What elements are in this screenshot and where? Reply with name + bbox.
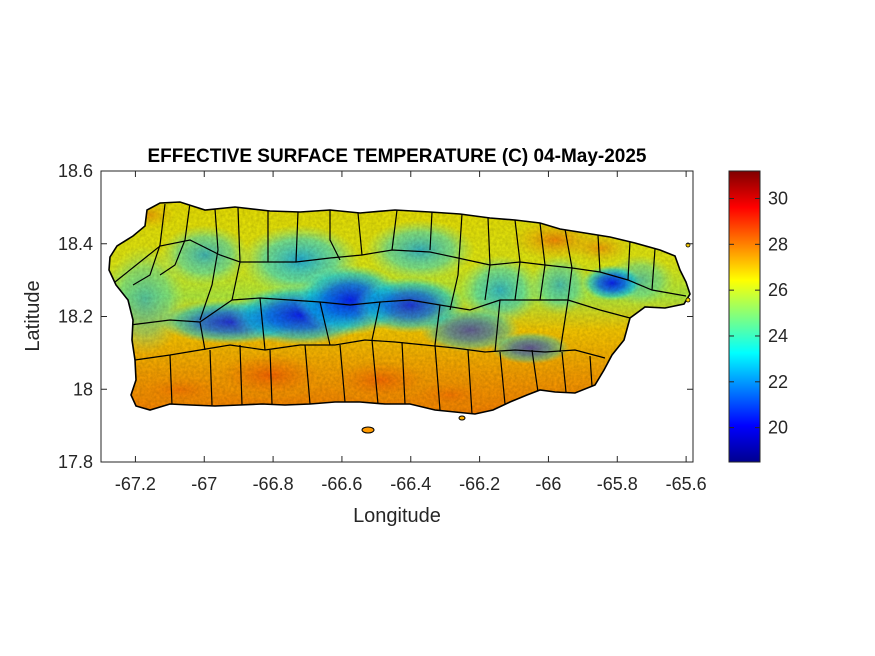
x-tick-label: -65.8 <box>597 474 638 494</box>
x-tick-label: -66.6 <box>321 474 362 494</box>
y-axis-label: Latitude <box>22 280 44 351</box>
x-tick-label: -66.4 <box>390 474 431 494</box>
x-tick-label: -66.8 <box>253 474 294 494</box>
colorbar-gradient <box>728 170 761 463</box>
colorbar-tick-label: 20 <box>768 418 788 438</box>
y-axis: 17.8 18 18.2 18.4 18.6 <box>58 161 693 472</box>
colorbar-tick-label: 24 <box>768 326 788 346</box>
colorbar-tick-label: 28 <box>768 234 788 254</box>
x-tick-label: -65.6 <box>666 474 707 494</box>
colorbar-tick-label: 22 <box>768 372 788 392</box>
y-tick-label: 17.8 <box>58 452 93 472</box>
colorbar: 20 22 24 26 28 30 <box>728 170 788 463</box>
colorbar-ticks: 20 22 24 26 28 30 <box>729 188 788 438</box>
y-tick-label: 18 <box>73 379 93 399</box>
colorbar-tick-label: 26 <box>768 280 788 300</box>
x-tick-label: -66 <box>535 474 561 494</box>
chart-title: EFFECTIVE SURFACE TEMPERATURE (C) 04-May… <box>147 146 646 167</box>
islets <box>361 242 691 434</box>
x-axis: -67.2 -67 -66.8 -66.6 -66.4 -66.2 -66 -65.8 -65.… <box>115 171 707 494</box>
x-tick-label: -66.2 <box>459 474 500 494</box>
y-tick-label: 18.4 <box>58 234 93 254</box>
y-tick-label: 18.2 <box>58 307 93 327</box>
x-tick-label: -67.2 <box>115 474 156 494</box>
x-axis-label: Longitude <box>353 505 441 527</box>
x-tick-label: -67 <box>191 474 217 494</box>
municipality-borders <box>114 202 687 414</box>
colorbar-tick-label: 30 <box>768 188 788 208</box>
y-tick-label: 18.6 <box>58 161 93 181</box>
